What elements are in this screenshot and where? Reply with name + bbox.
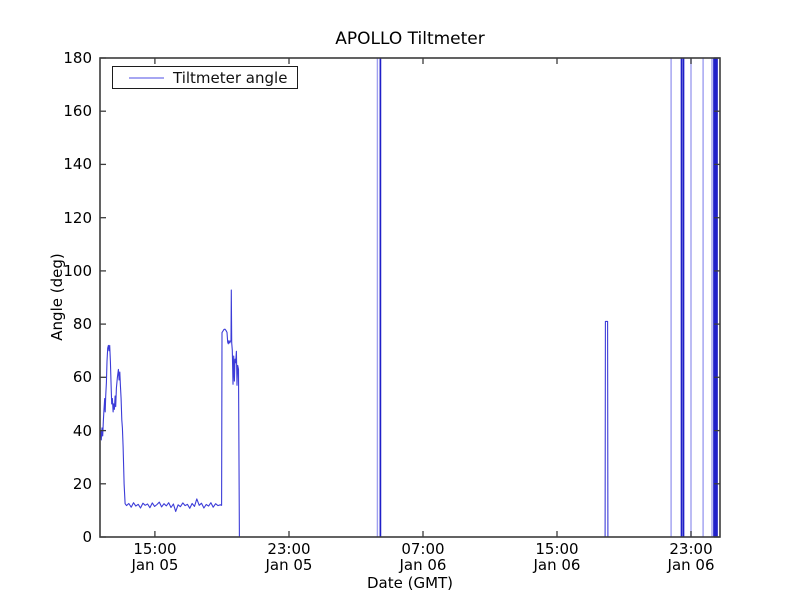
x-tick-time: 15:00 [133,540,177,558]
legend: Tiltmeter angle [112,66,298,89]
y-tick-label: 180 [63,49,92,67]
y-tick-label: 0 [82,528,92,546]
y-tick-label: 140 [63,155,92,174]
series-line [99,289,720,538]
y-tick-label: 100 [63,261,92,280]
chart-title: APOLLO Tiltmeter [335,29,485,49]
y-tick-label: 160 [63,102,92,121]
x-tick-date: Jan 05 [131,556,179,574]
x-tick-label: 15:00 Jan 06 [512,541,602,573]
legend-line-sample-icon [129,76,164,79]
plot-frame [99,57,721,538]
x-tick-label: 23:00 Jan 06 [646,541,736,573]
x-tick-date: Jan 06 [533,556,581,574]
x-tick-time: 23:00 [267,540,311,558]
y-tick-label: 80 [72,315,92,334]
y-tick-label: 120 [63,208,92,227]
y-tick-label: 40 [72,421,92,440]
x-tick-date: Jan 05 [265,556,313,574]
x-tick-label: 07:00 Jan 06 [378,541,468,573]
x-axis-label: Date (GMT) [366,574,454,592]
x-tick-label: 15:00 Jan 05 [110,541,200,573]
x-tick-date: Jan 06 [667,556,715,574]
x-tick-time: 23:00 [669,540,713,558]
y-tick-label: 20 [72,474,92,493]
x-tick-label: 23:00 Jan 05 [244,541,334,573]
y-tick-label: 60 [72,368,92,387]
x-tick-date: Jan 06 [399,556,447,574]
legend-label: Tiltmeter angle [173,68,288,87]
x-tick-time: 07:00 [401,540,445,558]
x-tick-time: 15:00 [535,540,579,558]
